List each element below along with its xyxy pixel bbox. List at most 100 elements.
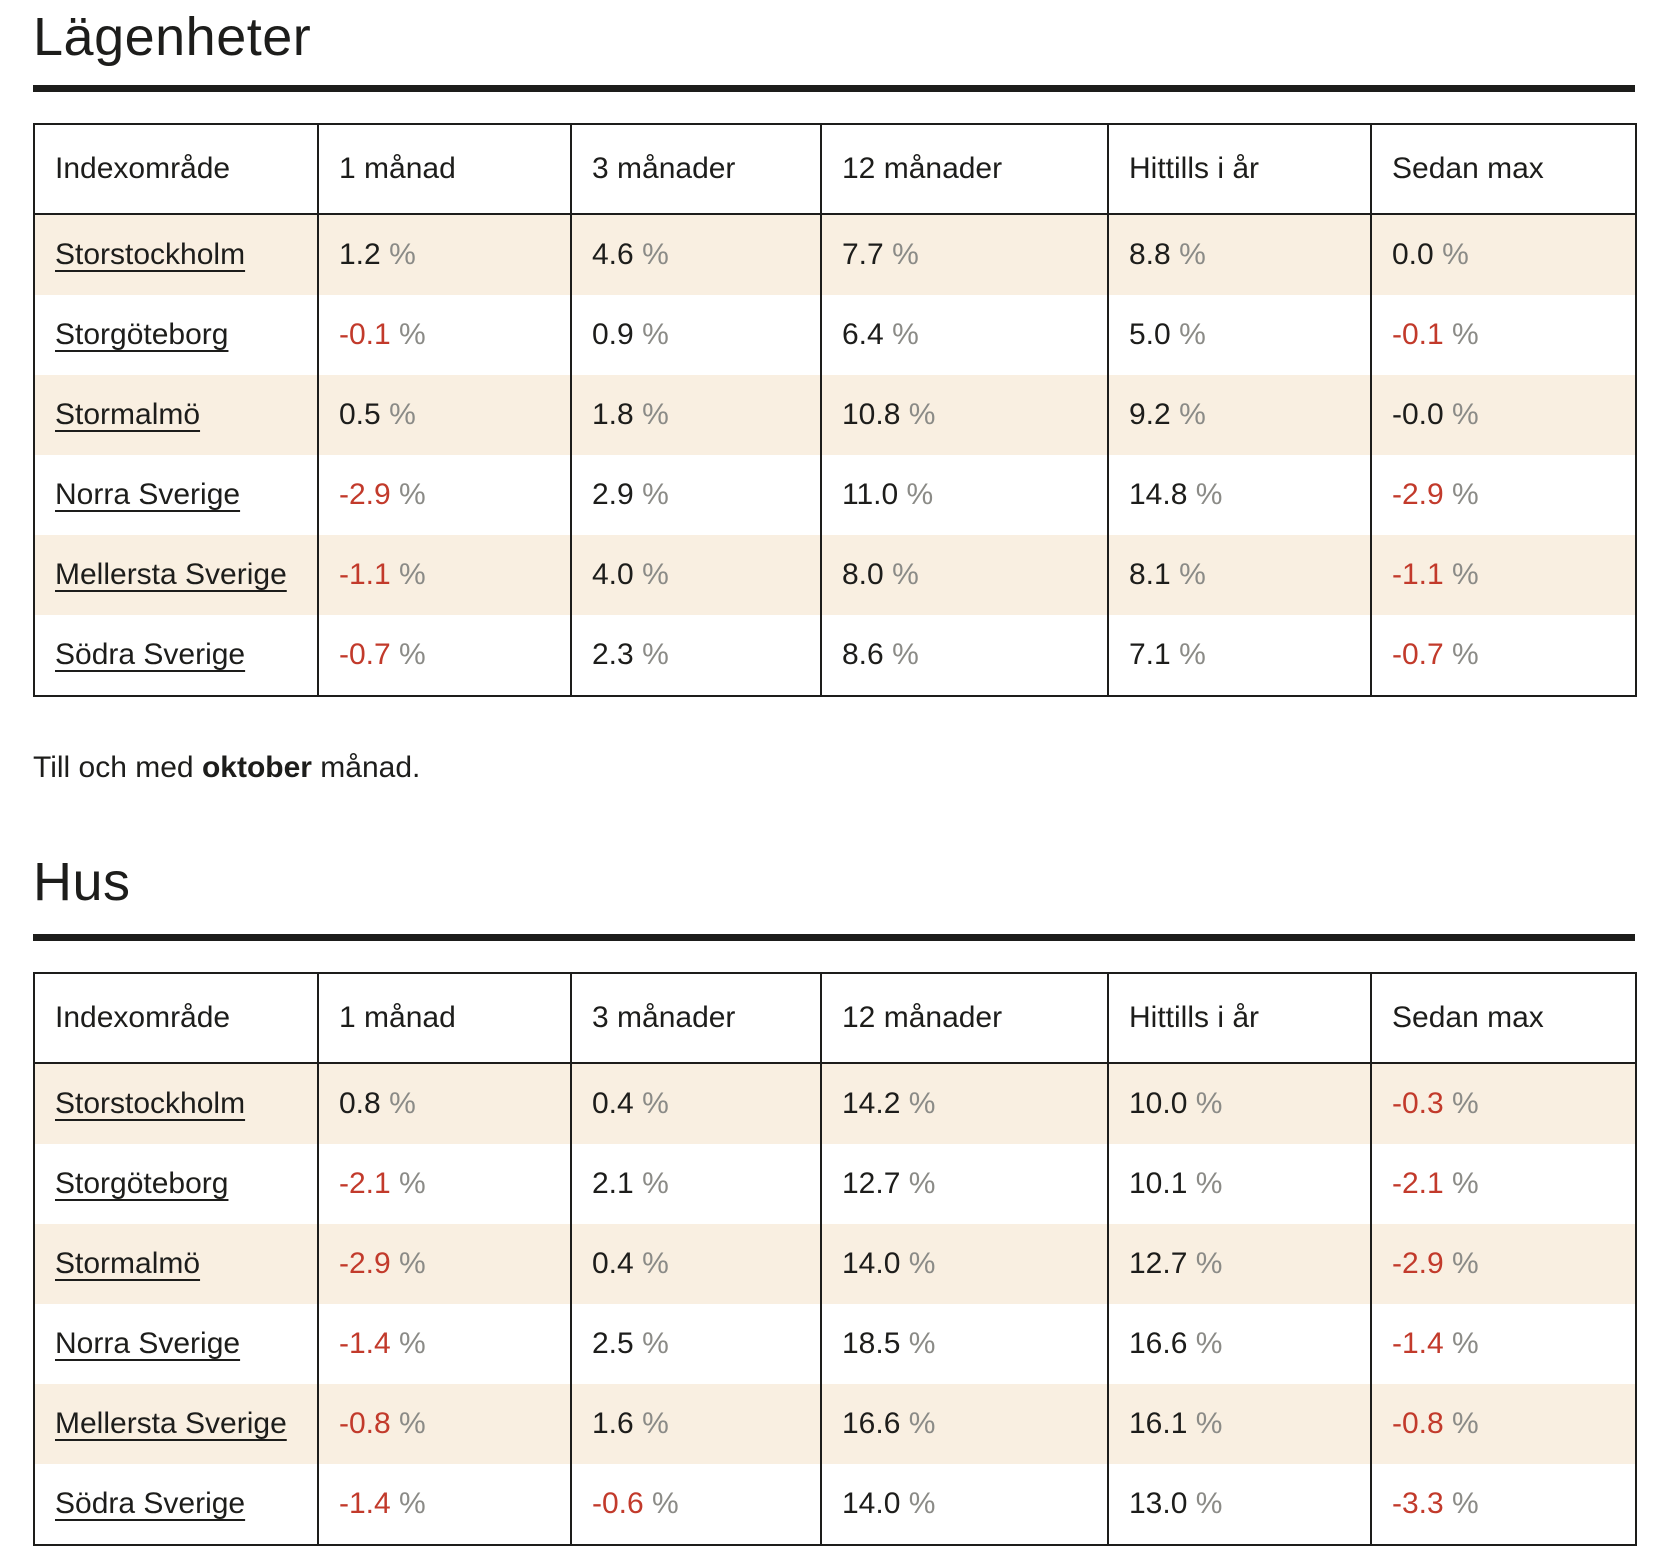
percent-sign: % (642, 558, 669, 591)
region-link[interactable]: Storgöteborg (55, 318, 229, 351)
percent-sign: % (1179, 238, 1206, 271)
value-cell: 18.5 % (820, 1304, 1108, 1384)
value-number: -0.3 (1392, 1087, 1444, 1120)
value-cell: 8.0 % (820, 535, 1108, 615)
region-cell: Mellersta Sverige (34, 535, 318, 615)
value-number: -0.1 (339, 318, 391, 351)
percent-sign: % (1195, 1247, 1223, 1280)
column-header-5: Sedan max (1370, 124, 1636, 215)
value-number: -1.1 (339, 558, 391, 591)
value-number: 0.0 (1392, 238, 1434, 271)
percent-sign: % (1452, 1247, 1479, 1280)
region-link[interactable]: Stormalmö (55, 1247, 201, 1280)
value-cell: 0.5 % (317, 375, 571, 455)
percent-sign: % (1452, 1407, 1479, 1440)
region-link[interactable]: Norra Sverige (55, 1327, 241, 1360)
percent-sign: % (908, 1487, 936, 1520)
region-cell: Norra Sverige (34, 455, 318, 535)
value-number: 7.7 (842, 238, 884, 271)
percent-sign: % (892, 238, 919, 271)
region-cell: Storstockholm (34, 214, 318, 295)
percent-sign: % (399, 1327, 426, 1360)
page-title-lagenheter: Lägenheter (33, 7, 312, 67)
value-cell: 14.2 % (820, 1063, 1108, 1144)
region-link[interactable]: Storstockholm (55, 238, 246, 271)
value-number: 2.5 (592, 1327, 634, 1360)
value-cell: -2.1 % (317, 1144, 571, 1224)
percent-sign: % (1452, 558, 1479, 591)
value-cell: -1.4 % (1370, 1304, 1636, 1384)
region-link[interactable]: Mellersta Sverige (55, 1407, 287, 1440)
value-number: 8.8 (1129, 238, 1171, 271)
value-cell: 14.0 % (820, 1464, 1108, 1545)
percent-sign: % (1452, 1087, 1479, 1120)
value-cell: 2.9 % (570, 455, 821, 535)
value-cell: 1.8 % (570, 375, 821, 455)
column-header-1: 1 månad (317, 124, 571, 215)
region-link[interactable]: Södra Sverige (55, 638, 246, 671)
percent-sign: % (642, 478, 669, 511)
table-row: Norra Sverige -1.4 % 2.5 % 18.5 % 16.6 % -1.4… (34, 1304, 1636, 1384)
region-cell: Stormalmö (34, 1224, 318, 1304)
table-row: Storgöteborg -0.1 % 0.9 % 6.4 % 5.0 % -0.1 % (34, 295, 1636, 375)
percent-sign: % (892, 638, 919, 671)
value-cell: -2.9 % (317, 455, 571, 535)
value-cell: -1.1 % (1370, 535, 1636, 615)
value-number: -2.9 (1392, 1247, 1444, 1280)
column-header-4: Hittills i år (1107, 124, 1371, 215)
percent-sign: % (908, 1247, 936, 1280)
value-cell: 11.0 % (820, 455, 1108, 535)
region-link[interactable]: Södra Sverige (55, 1487, 246, 1520)
percent-sign: % (908, 1407, 936, 1440)
region-link[interactable]: Storstockholm (55, 1087, 246, 1120)
value-number: -0.8 (339, 1407, 391, 1440)
value-number: -0.7 (1392, 638, 1444, 671)
value-cell: 1.6 % (570, 1384, 821, 1464)
table-row: Mellersta Sverige -1.1 % 4.0 % 8.0 % 8.1 % -1… (34, 535, 1636, 615)
value-number: -2.9 (339, 478, 391, 511)
value-number: 2.3 (592, 638, 634, 671)
period-note: Till och med oktober månad. (33, 749, 1635, 787)
percent-sign: % (908, 1327, 936, 1360)
value-number: 12.7 (1129, 1247, 1188, 1280)
percent-sign: % (389, 398, 416, 431)
value-cell: 16.6 % (820, 1384, 1108, 1464)
region-cell: Södra Sverige (34, 615, 318, 696)
region-link[interactable]: Mellersta Sverige (55, 558, 287, 591)
value-number: 1.8 (592, 398, 634, 431)
value-number: -0.6 (592, 1487, 644, 1520)
value-cell: -0.7 % (1370, 615, 1636, 696)
value-number: -2.1 (339, 1167, 391, 1200)
percent-sign: % (399, 1487, 426, 1520)
percent-sign: % (1179, 638, 1206, 671)
percent-sign: % (1195, 1407, 1223, 1440)
value-number: 6.4 (842, 318, 884, 351)
value-cell: 0.9 % (570, 295, 821, 375)
percent-sign: % (399, 478, 426, 511)
value-number: 1.2 (339, 238, 381, 271)
value-number: 10.8 (842, 398, 901, 431)
percent-sign: % (399, 1167, 426, 1200)
table-row: Södra Sverige -1.4 % -0.6 % 14.0 % 13.0 % -3.… (34, 1464, 1636, 1545)
table-body: Storstockholm 0.8 % 0.4 % 14.2 % 10.0 % -0.3 … (34, 1063, 1636, 1545)
value-number: -1.4 (339, 1487, 391, 1520)
percent-sign: % (1452, 1327, 1479, 1360)
value-cell: -3.3 % (1370, 1464, 1636, 1545)
column-header-2: 3 månader (570, 124, 821, 215)
region-link[interactable]: Storgöteborg (55, 1167, 229, 1200)
region-link[interactable]: Stormalmö (55, 398, 201, 431)
percent-sign: % (399, 1407, 426, 1440)
value-number: 14.0 (842, 1247, 901, 1280)
value-number: 12.7 (842, 1167, 901, 1200)
table-header: Indexområde 1 månad 3 månader 12 månader Hit… (34, 973, 1636, 1064)
value-cell: -1.4 % (317, 1464, 571, 1545)
region-link[interactable]: Norra Sverige (55, 478, 241, 511)
percent-sign: % (908, 1087, 936, 1120)
value-number: 0.8 (339, 1087, 381, 1120)
region-cell: Storstockholm (34, 1063, 318, 1144)
value-number: 5.0 (1129, 318, 1171, 351)
value-cell: -0.6 % (570, 1464, 821, 1545)
value-cell: 14.8 % (1107, 455, 1371, 535)
value-cell: 16.6 % (1107, 1304, 1371, 1384)
table-row: Mellersta Sverige -0.8 % 1.6 % 16.6 % 16.1 %… (34, 1384, 1636, 1464)
